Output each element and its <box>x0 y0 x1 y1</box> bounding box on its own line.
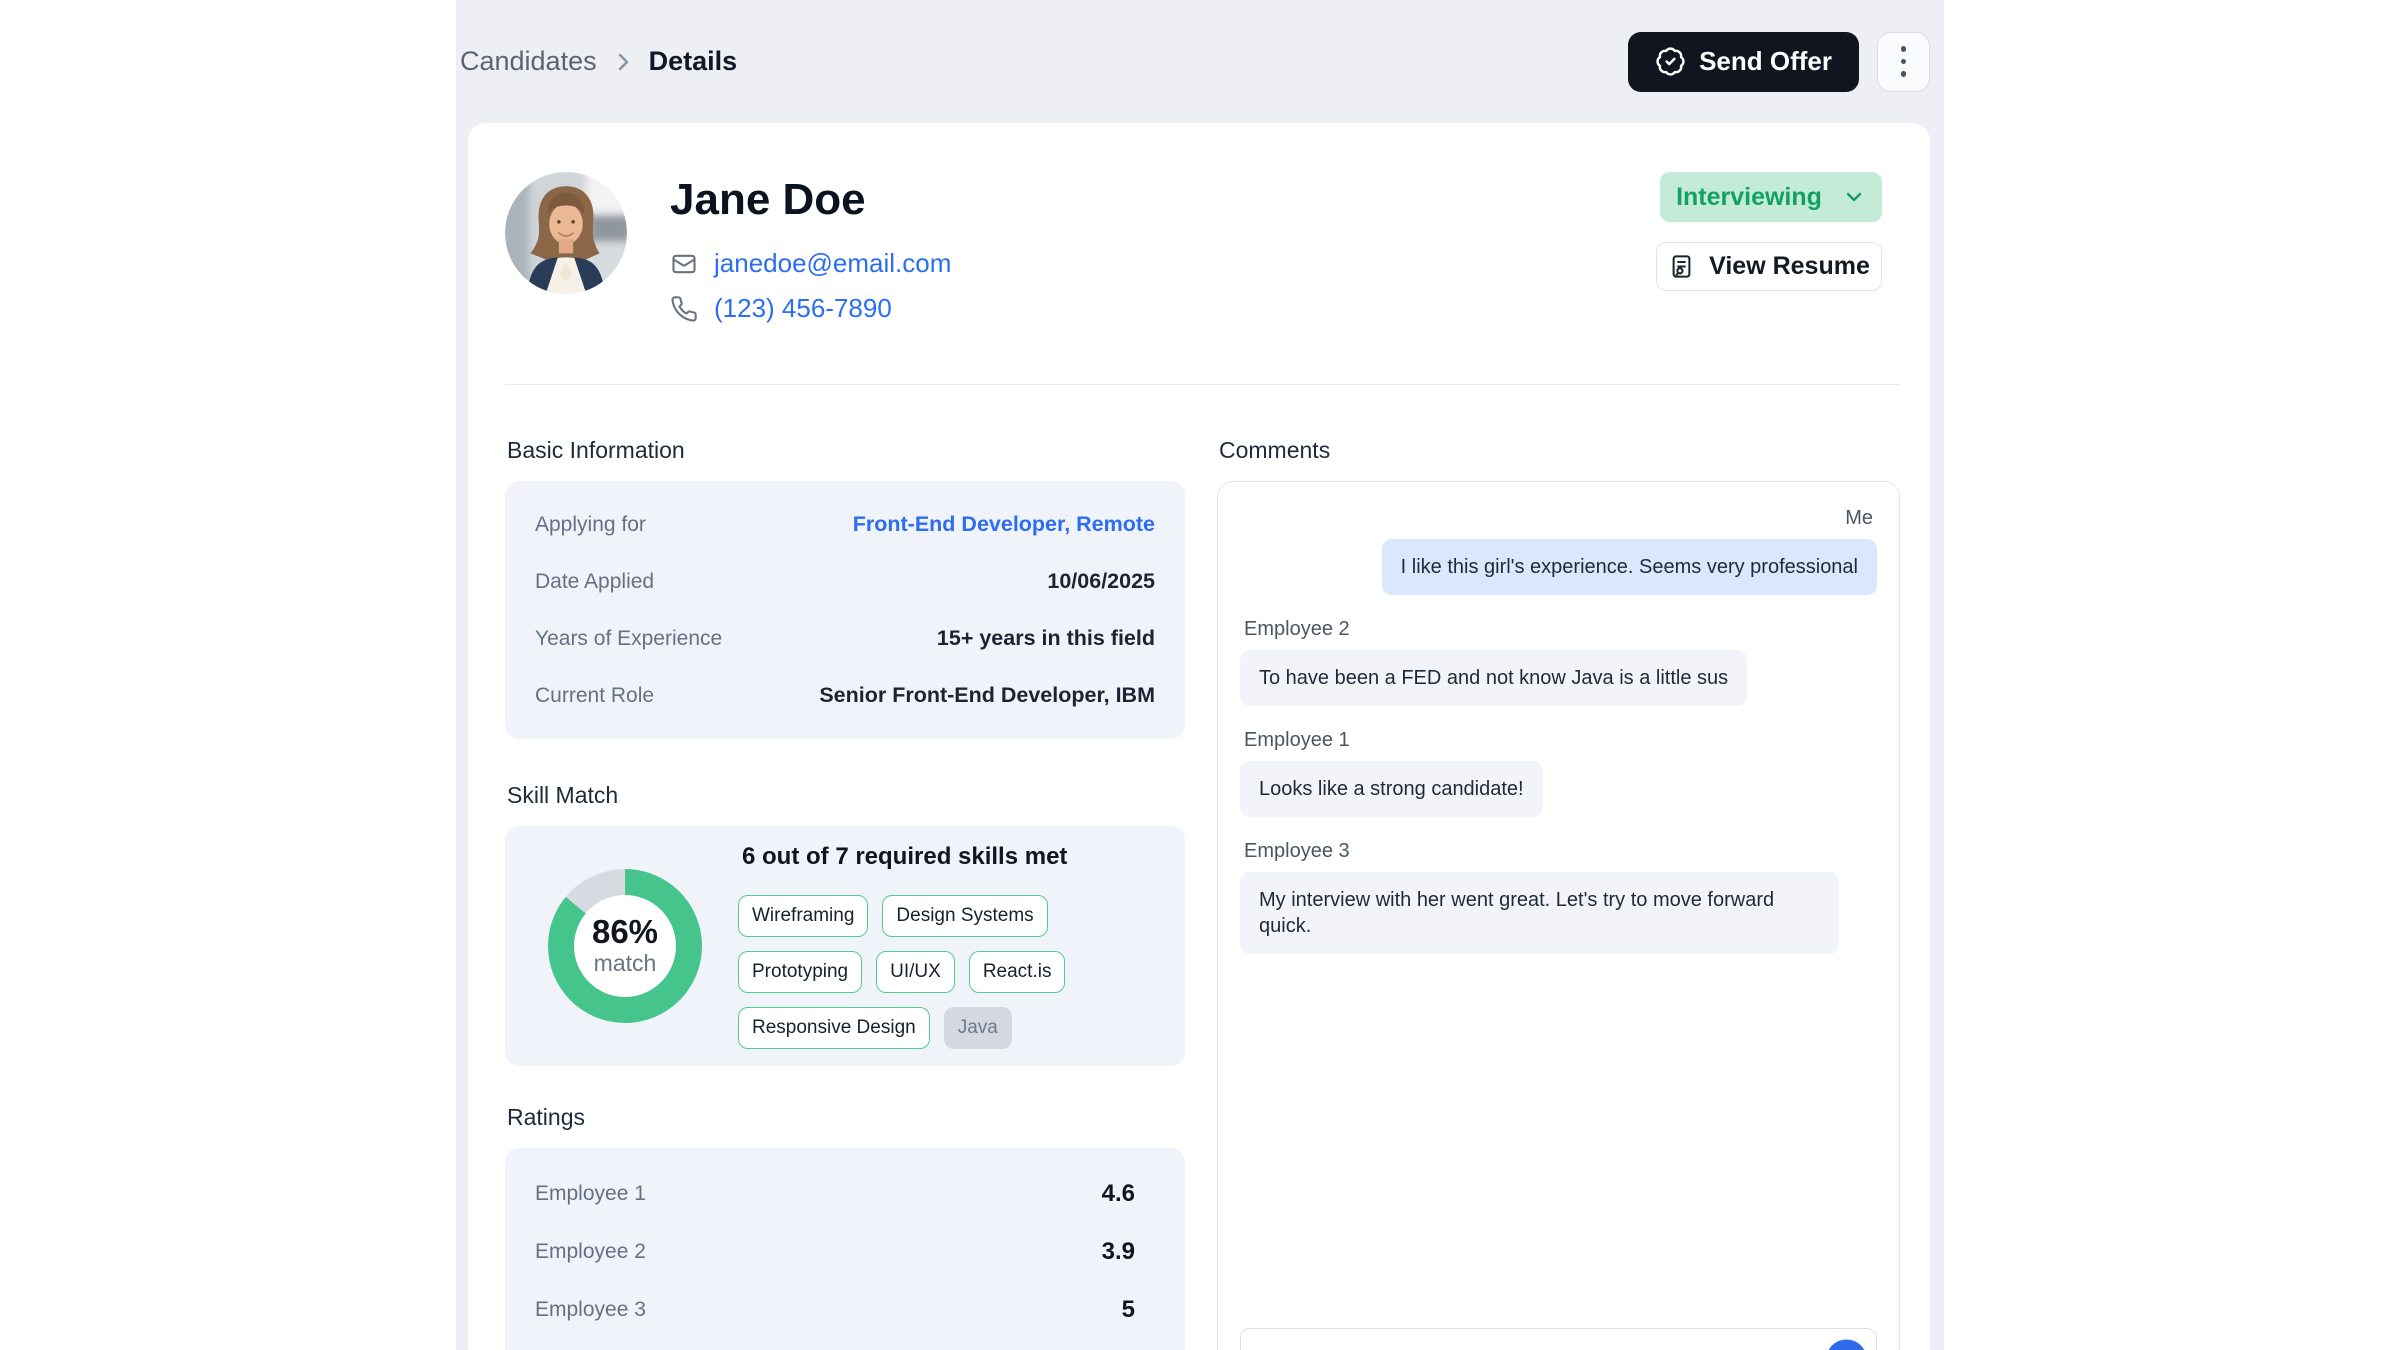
basic-information-panel: Applying for Front-End Developer, Remote… <box>505 481 1185 739</box>
comment-author: Me <box>1845 507 1873 529</box>
skill-chip: Responsive Design <box>738 1007 930 1049</box>
comment-bubble: Looks like a strong candidate! <box>1240 761 1543 817</box>
info-value: 10/06/2025 <box>1047 569 1155 593</box>
file-search-icon <box>1668 253 1695 280</box>
comment-author: Employee 1 <box>1244 729 1350 751</box>
comment-message: Employee 3 My interview with her went gr… <box>1240 840 1877 954</box>
send-offer-button[interactable]: Send Offer <box>1628 31 1859 92</box>
rating-value: 3.9 <box>1101 1238 1135 1265</box>
comments-thread: Me I like this girl's experience. Seems … <box>1240 507 1877 977</box>
phone-link[interactable]: (123) 456-7890 <box>714 293 892 323</box>
info-label: Years of Experience <box>535 626 723 650</box>
skill-match-title: Skill Match <box>507 782 619 808</box>
rating-author: Employee 3 <box>535 1298 646 1321</box>
skill-chips: Wireframing Design Systems Prototyping U… <box>738 895 1168 1049</box>
comments-panel: Me I like this girl's experience. Seems … <box>1217 481 1900 1350</box>
comment-author: Employee 3 <box>1244 840 1350 862</box>
comment-text: My interview with her went great. Let's … <box>1259 889 1775 937</box>
info-label: Date Applied <box>535 569 655 593</box>
skill-chip: Java <box>943 1007 1012 1049</box>
comments-title: Comments <box>1219 437 1331 463</box>
info-row: Current Role Senior Front-End Developer,… <box>535 667 1155 724</box>
skill-chip: Design Systems <box>882 895 1048 937</box>
profile-header: Jane Doe janedoe@email.com (123) 456-789… <box>505 172 1900 338</box>
info-row: Date Applied 10/06/2025 <box>535 553 1155 610</box>
chevron-right-icon <box>611 50 635 74</box>
comments-column: Comments Me I like this girl's experienc… <box>1217 437 1900 1350</box>
badge-check-icon <box>1655 46 1686 77</box>
mail-icon <box>670 250 698 278</box>
comment-text: To have been a FED and not know Java is … <box>1259 667 1729 689</box>
info-row: Years of Experience 15+ years in this fi… <box>535 610 1155 667</box>
app-content-column: Candidates Details Send Offer <box>456 0 1944 1350</box>
skill-match-panel: 86% match 6 out of 7 required skills met… <box>505 826 1185 1066</box>
comment-bubble: My interview with her went great. Let's … <box>1240 872 1839 954</box>
rating-row: Employee 3 5 <box>535 1281 1155 1339</box>
skill-chip: Prototyping <box>738 951 863 993</box>
view-resume-button[interactable]: View Resume <box>1656 242 1882 291</box>
skills-met-heading: 6 out of 7 required skills met <box>742 843 1068 870</box>
ratings-title: Ratings <box>507 1104 585 1130</box>
top-bar: Candidates Details Send Offer <box>456 0 1944 123</box>
breadcrumb: Candidates Details <box>460 46 737 77</box>
match-label: match <box>593 949 657 976</box>
skill-chip: UI/UX <box>876 951 955 993</box>
phone-row: (123) 456-7890 <box>670 293 951 324</box>
breadcrumb-candidates[interactable]: Candidates <box>460 46 597 76</box>
rating-author: Employee 1 <box>535 1182 646 1205</box>
send-comment-button[interactable] <box>1826 1339 1867 1350</box>
rating-row: Employee 1 4.6 <box>535 1165 1155 1223</box>
candidate-card: Jane Doe janedoe@email.com (123) 456-789… <box>468 123 1930 1350</box>
send-offer-label: Send Offer <box>1699 46 1832 76</box>
rating-row: Me 4 <box>535 1339 1155 1350</box>
skill-match-donut: 86% match <box>548 869 702 1023</box>
comment-message: Me I like this girl's experience. Seems … <box>1240 507 1877 595</box>
comment-input-row <box>1240 1328 1877 1350</box>
email-link[interactable]: janedoe@email.com <box>714 248 952 278</box>
info-value: 15+ years in this field <box>936 626 1155 650</box>
breadcrumb-details: Details <box>648 46 738 76</box>
info-value: Senior Front-End Developer, IBM <box>819 683 1155 707</box>
basic-information-title: Basic Information <box>507 437 685 463</box>
profile-identity: Jane Doe janedoe@email.com (123) 456-789… <box>670 172 951 338</box>
info-label: Current Role <box>535 683 655 707</box>
rating-author: Employee 2 <box>535 1240 646 1263</box>
add-comment-input[interactable] <box>1240 1328 1877 1350</box>
comment-text: Looks like a strong candidate! <box>1259 778 1524 800</box>
status-dropdown[interactable]: Interviewing <box>1660 172 1882 222</box>
info-row: Applying for Front-End Developer, Remote <box>535 496 1155 553</box>
details-column: Basic Information Applying for Front-End… <box>505 437 1185 1350</box>
comment-bubble: To have been a FED and not know Java is … <box>1240 650 1748 706</box>
status-label: Interviewing <box>1676 182 1822 211</box>
kebab-menu-icon <box>1900 46 1907 77</box>
ratings-panel: Employee 1 4.6 Employee 2 3.9 <box>505 1148 1185 1350</box>
email-row: janedoe@email.com <box>670 248 951 279</box>
comment-message: Employee 1 Looks like a strong candidate… <box>1240 729 1877 817</box>
rating-value: 5 <box>1121 1296 1135 1323</box>
avatar <box>505 172 627 294</box>
match-percent: 86% <box>591 913 659 951</box>
comment-bubble: I like this girl's experience. Seems ver… <box>1381 539 1877 595</box>
header-divider <box>505 384 1900 385</box>
view-resume-label: View Resume <box>1709 252 1870 280</box>
phone-icon <box>670 295 698 323</box>
comment-text: I like this girl's experience. Seems ver… <box>1400 556 1858 578</box>
skill-chip: React.is <box>968 951 1066 993</box>
comment-author: Employee 2 <box>1244 618 1350 640</box>
info-value: Front-End Developer, Remote <box>852 512 1155 536</box>
top-bar-actions: Send Offer <box>1628 31 1930 92</box>
rating-row: Employee 2 3.9 <box>535 1223 1155 1281</box>
more-options-button[interactable] <box>1877 31 1930 92</box>
rating-value: 4.6 <box>1101 1180 1135 1207</box>
skill-chip: Wireframing <box>738 895 869 937</box>
candidate-name: Jane Doe <box>670 175 866 224</box>
profile-actions: Interviewing View Resume <box>1656 172 1882 291</box>
chevron-down-icon <box>1842 185 1866 209</box>
info-label: Applying for <box>535 512 646 536</box>
comment-message: Employee 2 To have been a FED and not kn… <box>1240 618 1877 706</box>
